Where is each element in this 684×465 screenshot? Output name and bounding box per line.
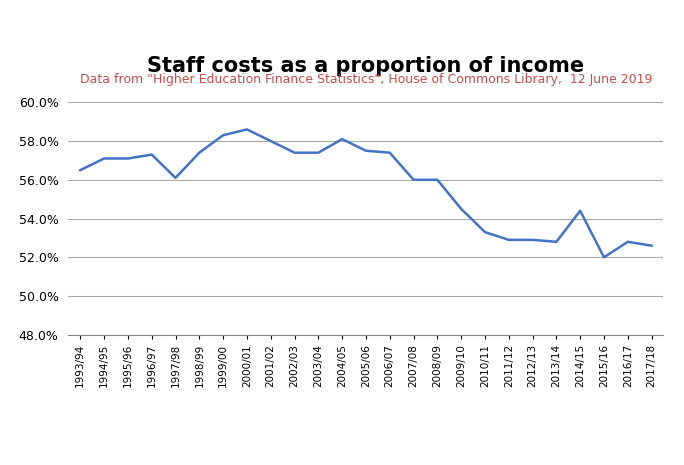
Title: Staff costs as a proportion of income: Staff costs as a proportion of income [147, 56, 585, 76]
Text: Data from "Higher Education Finance Statistics", House of Commons Library,  12 J: Data from "Higher Education Finance Stat… [80, 73, 652, 86]
